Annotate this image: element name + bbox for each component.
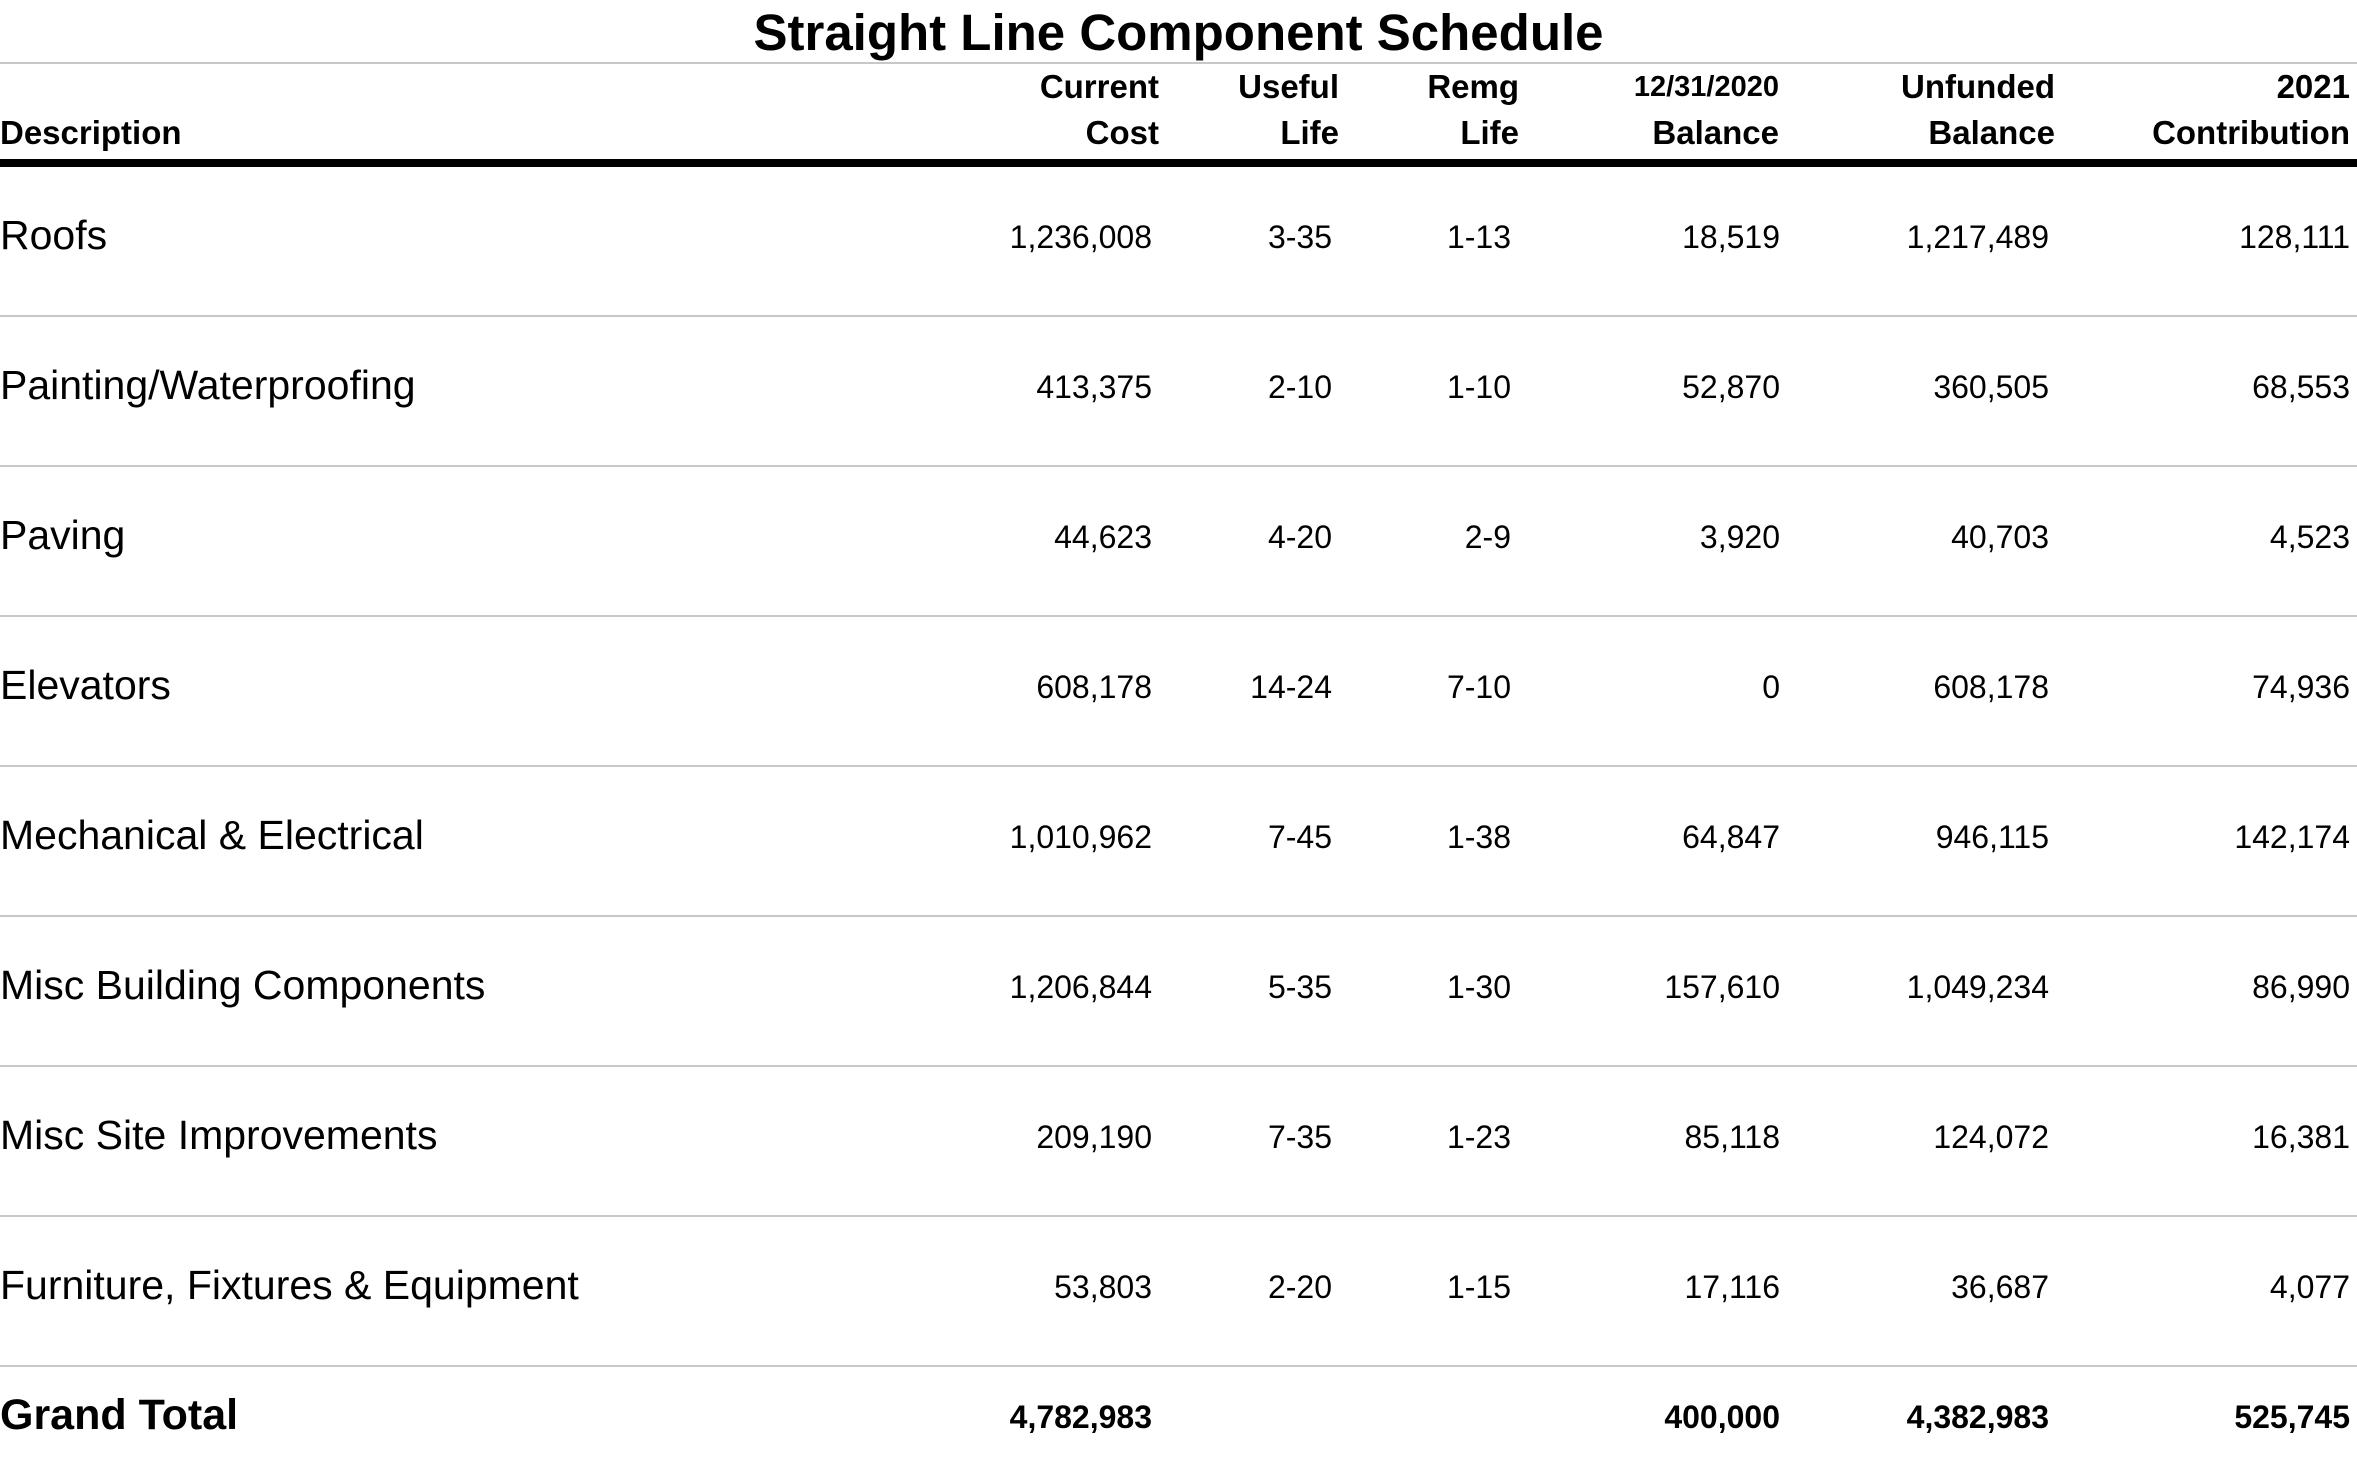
header-unfunded-balance-line2: Balance (1928, 114, 2055, 151)
row-useful-life: 7-35 (1267, 1119, 1332, 1155)
row-description: Paving (0, 512, 126, 558)
row-contribution: 4,077 (2269, 1269, 2350, 1305)
row-current-cost: 44,623 (1054, 519, 1152, 555)
row-current-cost: 1,236,008 (1009, 219, 1152, 255)
row-remg-life: 1-13 (1446, 219, 1511, 255)
row-unfunded-balance: 124,072 (1933, 1119, 2049, 1155)
row-contribution: 128,111 (2239, 219, 2350, 255)
row-unfunded-balance: 36,687 (1951, 1269, 2049, 1305)
row-balance: 3,920 (1699, 519, 1780, 555)
header-contribution-line1: 2021 (2276, 68, 2350, 105)
table-row: Elevators 608,178 14-24 7-10 0 608,178 7… (0, 617, 2357, 767)
table-row: Mechanical & Electrical 1,010,962 7-45 1… (0, 767, 2357, 917)
row-current-cost: 608,178 (1036, 669, 1152, 705)
row-balance: 18,519 (1682, 219, 1780, 255)
header-description: Description (0, 64, 182, 156)
row-contribution: 142,174 (2234, 819, 2350, 855)
header-current-cost-line1: Current (1039, 68, 1159, 105)
row-description: Misc Site Improvements (0, 1112, 438, 1158)
row-useful-life: 7-45 (1267, 819, 1332, 855)
table-row: Roofs 1,236,008 3-35 1-13 18,519 1,217,4… (0, 167, 2357, 317)
row-unfunded-balance: 1,049,234 (1906, 969, 2049, 1005)
row-remg-life: 1-15 (1446, 1269, 1511, 1305)
row-useful-life: 5-35 (1267, 969, 1332, 1005)
grand-total-contribution: 525,745 (2234, 1399, 2350, 1435)
row-current-cost: 1,010,962 (1009, 819, 1152, 855)
row-description: Elevators (0, 662, 171, 708)
header-description-label: Description (0, 114, 182, 151)
row-description: Furniture, Fixtures & Equipment (0, 1262, 579, 1308)
header-current-cost: Current Cost (1040, 64, 1159, 156)
table-row: Furniture, Fixtures & Equipment 53,803 2… (0, 1217, 2357, 1367)
table-row: Paving 44,623 4-20 2-9 3,920 40,703 4,52… (0, 467, 2357, 617)
row-balance: 52,870 (1682, 369, 1780, 405)
row-current-cost: 53,803 (1054, 1269, 1152, 1305)
row-balance: 17,116 (1684, 1269, 1781, 1305)
row-remg-life: 1-30 (1446, 969, 1511, 1005)
header-useful-life-line2: Life (1280, 114, 1339, 151)
row-remg-life: 7-10 (1446, 669, 1511, 705)
header-balance: 12/31/2020 Balance (1634, 64, 1779, 156)
row-description: Misc Building Components (0, 962, 486, 1008)
row-unfunded-balance: 608,178 (1933, 669, 2049, 705)
row-unfunded-balance: 360,505 (1933, 369, 2049, 405)
row-description: Roofs (0, 212, 108, 258)
header-useful-life: Useful Life (1238, 64, 1339, 156)
table-header: Description Current Cost Useful Life Rem… (0, 64, 2357, 162)
grand-total-row: Grand Total 4,782,983 400,000 4,382,983 … (0, 1367, 2357, 1467)
table-body: Roofs 1,236,008 3-35 1-13 18,519 1,217,4… (0, 167, 2357, 1367)
row-useful-life: 14-24 (1250, 669, 1332, 705)
header-balance-line2: Balance (1652, 114, 1779, 151)
row-unfunded-balance: 946,115 (1935, 819, 2049, 855)
table-row: Misc Site Improvements 209,190 7-35 1-23… (0, 1067, 2357, 1217)
header-remg-life-line2: Life (1460, 114, 1519, 151)
header-contribution: 2021 Contribution (2152, 64, 2350, 156)
row-remg-life: 1-38 (1446, 819, 1511, 855)
row-contribution: 74,936 (2252, 669, 2350, 705)
header-useful-life-line1: Useful (1238, 68, 1339, 105)
header-balance-line1: 12/31/2020 (1633, 71, 1779, 103)
header-remg-life: Remg Life (1427, 64, 1519, 156)
row-contribution: 4,523 (2269, 519, 2350, 555)
page-title: Straight Line Component Schedule (753, 4, 1604, 61)
table-row: Painting/Waterproofing 413,375 2-10 1-10… (0, 317, 2357, 467)
row-balance: 0 (1762, 669, 1780, 705)
row-contribution: 16,381 (2252, 1119, 2350, 1155)
row-balance: 85,118 (1684, 1119, 1781, 1155)
row-useful-life: 2-20 (1267, 1269, 1332, 1305)
header-current-cost-line2: Cost (1085, 114, 1159, 151)
row-contribution: 86,990 (2252, 969, 2350, 1005)
grand-total-balance: 400,000 (1664, 1399, 1780, 1435)
row-description: Mechanical & Electrical (0, 812, 424, 858)
row-remg-life: 2-9 (1464, 519, 1511, 555)
header-divider (0, 159, 2357, 167)
row-useful-life: 4-20 (1267, 519, 1332, 555)
table-row: Misc Building Components 1,206,844 5-35 … (0, 917, 2357, 1067)
row-contribution: 68,553 (2252, 369, 2350, 405)
grand-total-current-cost: 4,782,983 (1009, 1399, 1152, 1435)
row-useful-life: 3-35 (1267, 219, 1332, 255)
grand-total-unfunded-balance: 4,382,983 (1906, 1399, 2049, 1435)
row-current-cost: 1,206,844 (1009, 969, 1152, 1005)
row-remg-life: 1-23 (1446, 1119, 1511, 1155)
header-remg-life-line1: Remg (1427, 68, 1519, 105)
row-current-cost: 209,190 (1036, 1119, 1152, 1155)
row-remg-life: 1-10 (1446, 369, 1511, 405)
row-useful-life: 2-10 (1267, 369, 1332, 405)
row-description: Painting/Waterproofing (0, 362, 416, 408)
header-contribution-line2: Contribution (2152, 114, 2350, 151)
row-current-cost: 413,375 (1036, 369, 1152, 405)
row-balance: 157,610 (1664, 969, 1780, 1005)
row-balance: 64,847 (1682, 819, 1780, 855)
grand-total-label: Grand Total (0, 1391, 239, 1439)
header-unfunded-balance-line1: Unfunded (1901, 68, 2055, 105)
row-unfunded-balance: 40,703 (1951, 519, 2049, 555)
title-divider (0, 62, 2357, 64)
header-unfunded-balance: Unfunded Balance (1901, 64, 2055, 156)
row-unfunded-balance: 1,217,489 (1906, 219, 2049, 255)
